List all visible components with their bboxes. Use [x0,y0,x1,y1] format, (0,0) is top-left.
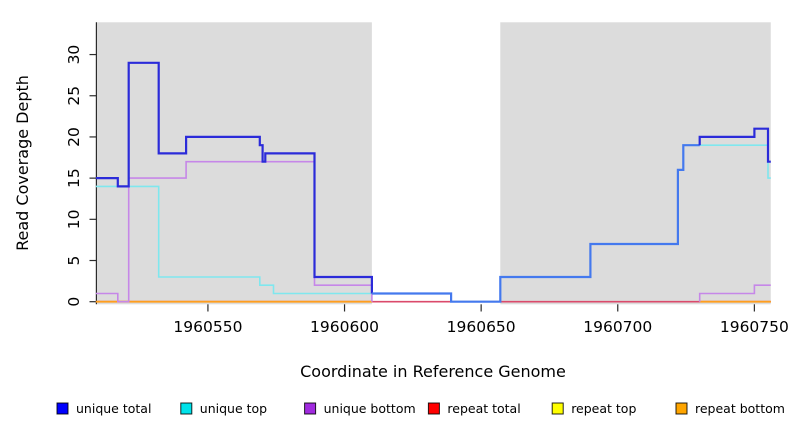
series-line-unique-bottom [698,284,771,302]
x-tick-label: 1960600 [310,318,379,336]
y-tick-label: 20 [65,127,83,147]
legend-swatch-repeat-top [551,402,564,415]
gray-region [97,22,372,305]
y-tick-label: 5 [65,256,83,266]
x-tick-label: 1960650 [447,318,516,336]
y-axis-title: Read Coverage Depth [13,75,32,251]
legend-swatch-unique-bottom [304,402,317,415]
series-line-unique-total [371,144,700,303]
legend-label-repeat-total: repeat total [447,401,520,416]
y-tick-label: 30 [65,45,83,65]
legend-label-unique-bottom: unique bottom [324,401,416,416]
legend-swatch-unique-top [180,402,193,415]
x-tick-label: 1960750 [720,318,789,336]
legend-label-unique-total: unique total [76,401,151,416]
legend-swatch-repeat-total [427,402,440,415]
series-line-unique-total [95,61,373,294]
legend: unique total unique top unique bottom repea… [56,401,785,416]
series-line-unique-bottom [95,160,373,303]
axes: 0 5 10 15 20 25 30 1960550 1960600 1960650 1960700… [65,22,789,336]
y-tick-label: 0 [65,297,83,307]
legend-label-repeat-bottom: repeat bottom [695,401,785,416]
legend-label-unique-top: unique top [200,401,267,416]
series-lines [95,61,771,303]
legend-swatch-unique-total [56,402,69,415]
legend-label-repeat-top: repeat top [571,401,636,416]
y-tick-label: 10 [65,209,83,229]
shaded-regions [97,22,771,305]
legend-swatch-repeat-bottom [675,402,688,415]
x-tick-label: 1960550 [173,318,242,336]
x-axis-title: Coordinate in Reference Genome [300,362,566,381]
y-tick-label: 25 [65,86,83,106]
series-line-unique-total [698,127,771,163]
x-tick-label: 1960700 [583,318,652,336]
gray-region [500,22,771,305]
y-tick-label: 15 [65,168,83,188]
